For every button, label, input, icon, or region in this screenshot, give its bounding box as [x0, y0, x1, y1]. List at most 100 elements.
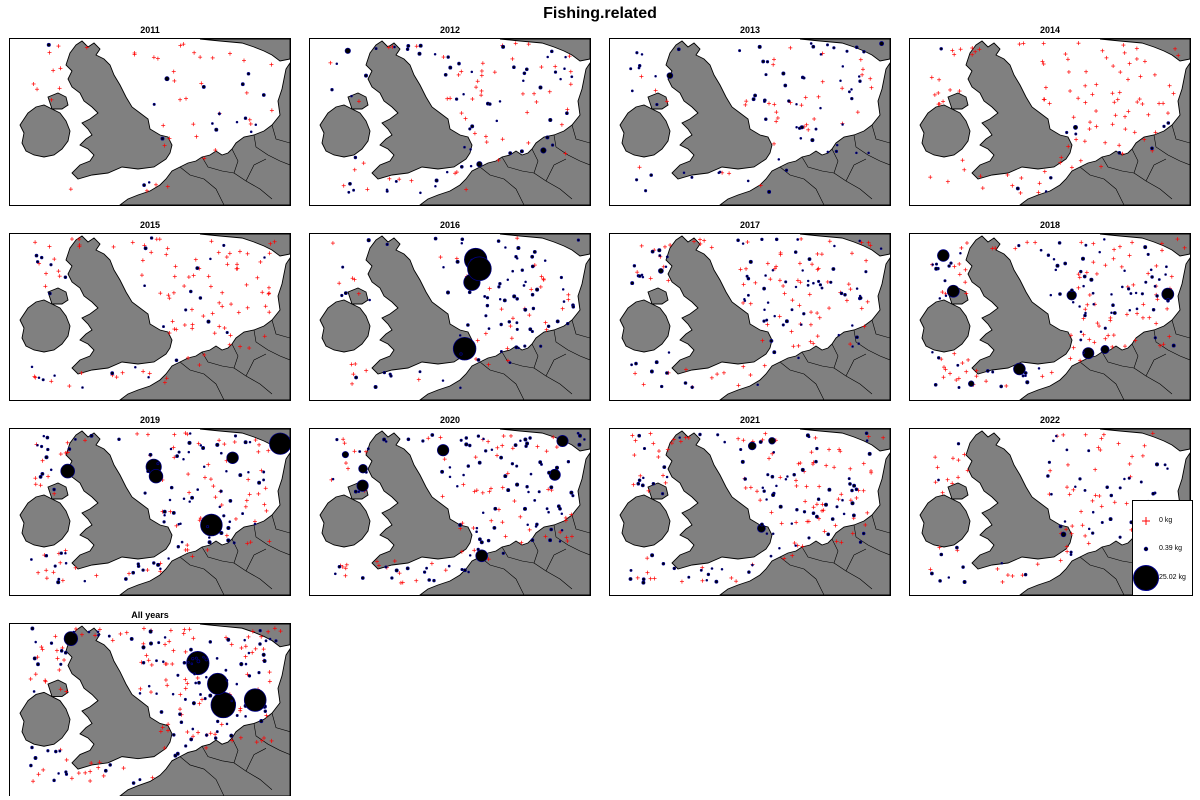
zero-catch-marker: [445, 96, 450, 101]
positive-catch-bubble: [1135, 307, 1139, 311]
positive-catch-bubble: [373, 385, 378, 389]
zero-catch-marker: [43, 678, 48, 683]
zero-catch-marker: [1135, 100, 1140, 105]
positive-catch-bubble: [384, 565, 388, 569]
positive-catch-bubble: [546, 55, 549, 59]
positive-catch-bubble: [476, 358, 481, 362]
positive-catch-bubble: [746, 179, 750, 183]
zero-catch-marker: [762, 363, 767, 368]
positive-catch-bubble: [83, 579, 87, 583]
positive-catch-bubble: [148, 452, 153, 457]
positive-catch-bubble: [1013, 362, 1026, 376]
figure-title: Fishing.related: [543, 5, 657, 22]
zero-catch-marker: [245, 672, 250, 677]
positive-catch-bubble: [1146, 252, 1150, 256]
positive-catch-bubble: [637, 274, 642, 278]
zero-catch-marker: [1068, 356, 1073, 361]
positive-catch-bubble: [1082, 284, 1085, 288]
positive-catch-bubble: [432, 578, 436, 583]
map-panel: 2016: [309, 219, 591, 405]
zero-catch-marker: [178, 707, 183, 712]
positive-catch-bubble: [1079, 330, 1083, 334]
zero-catch-marker: [58, 452, 63, 457]
zero-catch-marker: [139, 273, 144, 278]
zero-catch-marker: [269, 738, 274, 744]
zero-catch-marker: [163, 661, 168, 667]
zero-catch-marker: [232, 439, 237, 444]
zero-catch-marker: [1140, 453, 1145, 458]
zero-catch-marker: [1005, 573, 1010, 578]
zero-catch-marker: [566, 292, 571, 297]
positive-catch-bubble: [219, 489, 223, 493]
zero-catch-marker: [700, 565, 705, 570]
positive-catch-bubble: [818, 283, 823, 287]
positive-catch-bubble: [167, 557, 170, 560]
zero-catch-marker: [1126, 77, 1131, 82]
positive-catch-bubble: [841, 498, 844, 502]
zero-catch-marker: [748, 301, 753, 306]
positive-catch-bubble: [1063, 261, 1068, 266]
positive-catch-bubble: [834, 149, 838, 154]
zero-catch-marker: [238, 706, 243, 711]
positive-catch-bubble: [1128, 308, 1132, 312]
country-border: [1131, 343, 1173, 395]
zero-catch-marker: [426, 436, 431, 441]
zero-catch-marker: [709, 245, 714, 250]
positive-catch-bubble: [630, 363, 633, 367]
positive-catch-bubble: [246, 72, 251, 76]
positive-catch-bubble: [826, 43, 829, 47]
panel-title: 2018: [1039, 220, 1061, 230]
zero-catch-marker: [1088, 120, 1093, 125]
positive-catch-bubble: [802, 312, 806, 316]
land-norway: [799, 234, 890, 257]
zero-catch-marker: [73, 565, 78, 570]
zero-catch-marker: [76, 770, 81, 776]
zero-catch-marker: [1112, 100, 1117, 105]
zero-catch-marker: [479, 88, 484, 93]
zero-catch-marker: [1175, 237, 1180, 242]
legend-label-small: 0.39 kg: [1159, 545, 1182, 552]
zero-catch-marker: [259, 468, 264, 473]
zero-catch-marker: [859, 306, 864, 311]
zero-catch-marker: [470, 97, 475, 102]
zero-catch-marker: [797, 261, 802, 266]
zero-catch-marker: [141, 369, 146, 374]
positive-catch-bubble: [1046, 253, 1051, 257]
zero-catch-marker: [1033, 240, 1038, 245]
land-ireland: [319, 299, 371, 353]
positive-catch-bubble: [269, 432, 290, 455]
zero-catch-marker: [429, 561, 434, 566]
zero-catch-marker: [52, 257, 57, 262]
positive-catch-bubble: [947, 264, 951, 268]
positive-catch-bubble: [484, 314, 488, 318]
zero-catch-marker: [734, 579, 739, 584]
legend-small-dot-icon: [1143, 546, 1149, 552]
zero-catch-marker: [1167, 83, 1172, 88]
zero-catch-marker: [1083, 83, 1088, 88]
map-panel: 2012: [309, 24, 591, 210]
zero-catch-marker: [1077, 275, 1082, 280]
positive-catch-bubble: [149, 641, 153, 646]
positive-catch-bubble: [341, 265, 345, 269]
positive-catch-bubble: [479, 540, 484, 545]
zero-catch-marker: [995, 566, 1000, 571]
positive-catch-bubble: [422, 570, 427, 574]
zero-catch-marker: [848, 342, 853, 347]
positive-catch-bubble: [117, 437, 121, 442]
positive-catch-bubble: [467, 256, 492, 282]
positive-catch-bubble: [540, 147, 547, 154]
positive-catch-bubble: [851, 324, 854, 327]
positive-catch-bubble: [216, 719, 220, 724]
zero-catch-marker: [768, 277, 773, 282]
country-border: [479, 556, 525, 595]
positive-catch-bubble: [241, 512, 245, 516]
positive-catch-bubble: [1144, 280, 1148, 284]
zero-catch-marker: [1092, 340, 1097, 345]
zero-catch-marker: [1165, 306, 1170, 311]
zero-catch-marker: [1141, 302, 1146, 307]
zero-catch-marker: [1135, 311, 1140, 316]
zero-catch-marker: [1100, 48, 1105, 53]
positive-catch-bubble: [147, 376, 150, 379]
zero-catch-marker: [1096, 445, 1101, 450]
positive-catch-bubble: [152, 561, 156, 565]
